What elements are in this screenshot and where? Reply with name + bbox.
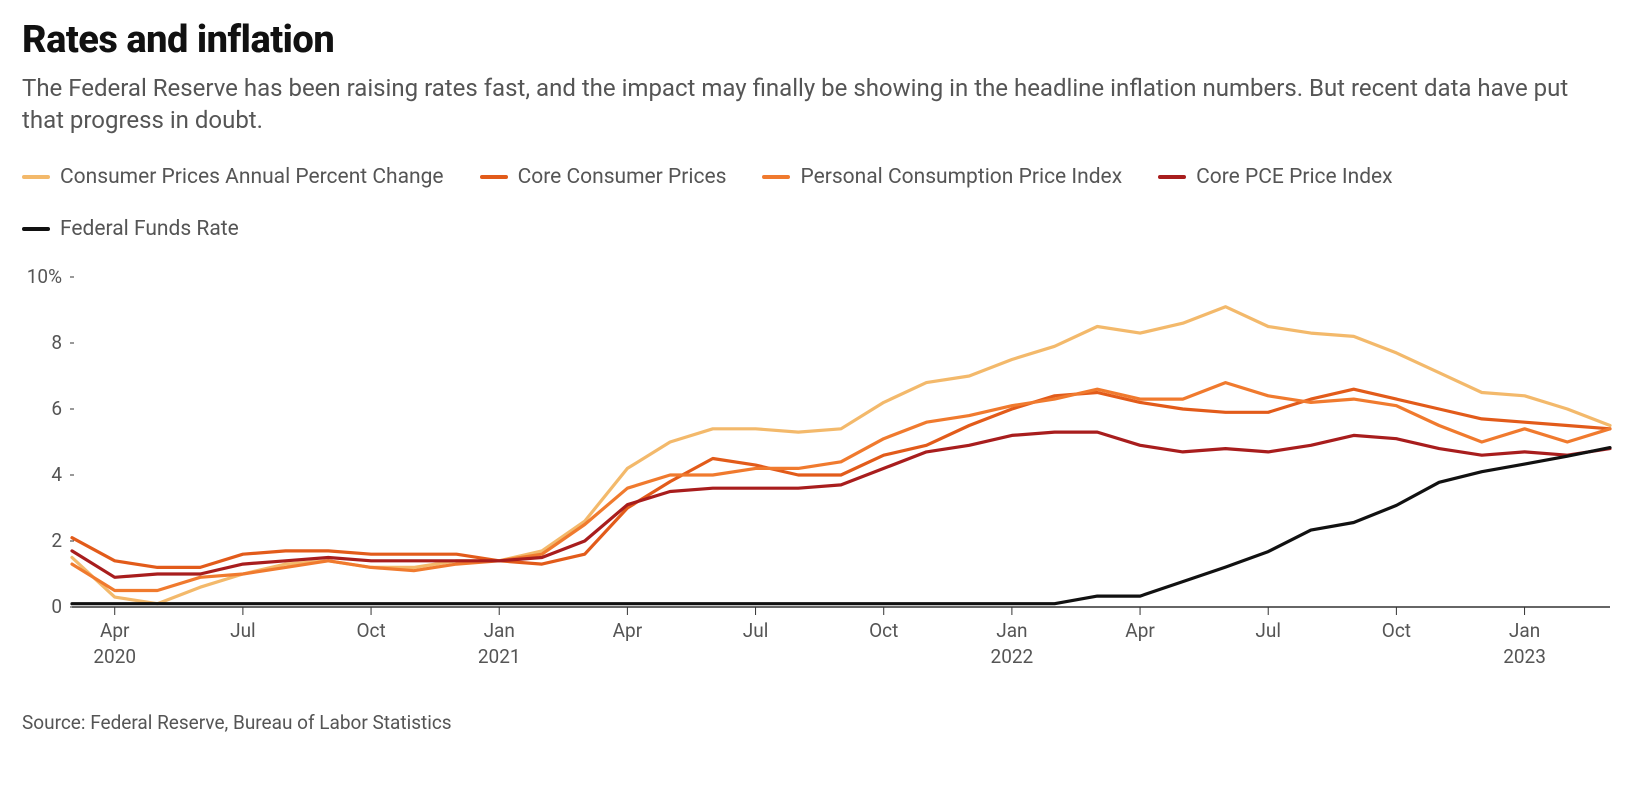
y-tick-label: 4	[51, 463, 62, 486]
x-year-label: 2023	[1503, 645, 1546, 668]
legend-item-core_pce: Core PCE Price Index	[1158, 165, 1393, 189]
x-tick-label: Jul	[230, 619, 256, 642]
legend-item-cpi: Consumer Prices Annual Percent Change	[22, 165, 444, 189]
y-tick-label: 0	[51, 595, 62, 618]
legend-swatch-ffr	[22, 227, 50, 231]
legend-label-ffr: Federal Funds Rate	[60, 217, 239, 241]
legend-swatch-core_pce	[1158, 175, 1186, 179]
x-tick-label: Oct	[1382, 619, 1411, 642]
x-tick-label: Apr	[613, 619, 643, 642]
x-tick-label: Apr	[100, 619, 130, 642]
chart-container: Rates and inflation The Federal Reserve …	[0, 0, 1648, 806]
series-line-ffr	[72, 447, 1610, 603]
x-year-label: 2022	[991, 645, 1034, 668]
x-tick-label: Oct	[356, 619, 385, 642]
series-line-core_cpi	[72, 389, 1610, 567]
legend-swatch-cpi	[22, 175, 50, 179]
legend-swatch-pce	[762, 175, 790, 179]
legend: Consumer Prices Annual Percent Change Cor…	[22, 165, 1626, 241]
line-chart-svg: 0 2 4 6 8 10% Apr Jul Oct Jan Apr Jul Oct Jan Apr Jul Oc…	[22, 267, 1622, 687]
x-tick-label: Jan	[1509, 619, 1540, 642]
x-tick-label: Jan	[484, 619, 515, 642]
legend-item-core_cpi: Core Consumer Prices	[480, 165, 727, 189]
y-tick-label: 8	[51, 331, 62, 354]
y-tick-label: 6	[51, 397, 62, 420]
x-tick-label: Jan	[996, 619, 1027, 642]
x-year-label: 2020	[93, 645, 136, 668]
x-tick-label: Jul	[743, 619, 769, 642]
chart-plot-area: 0 2 4 6 8 10% Apr Jul Oct Jan Apr Jul Oct Jan Apr Jul Oc…	[22, 267, 1626, 697]
chart-subtitle: The Federal Reserve has been raising rat…	[22, 72, 1602, 137]
x-tick-label: Apr	[1125, 619, 1155, 642]
legend-label-cpi: Consumer Prices Annual Percent Change	[60, 165, 444, 189]
chart-source: Source: Federal Reserve, Bureau of Labor…	[22, 711, 1626, 734]
legend-swatch-core_cpi	[480, 175, 508, 179]
legend-label-pce: Personal Consumption Price Index	[800, 165, 1122, 189]
y-tick-label: 10%	[27, 267, 62, 288]
y-tick-label: 2	[51, 529, 62, 552]
legend-label-core_pce: Core PCE Price Index	[1196, 165, 1393, 189]
legend-label-core_cpi: Core Consumer Prices	[518, 165, 727, 189]
legend-item-ffr: Federal Funds Rate	[22, 217, 239, 241]
x-tick-label: Oct	[869, 619, 898, 642]
x-year-label: 2021	[478, 645, 521, 668]
x-tick-label: Jul	[1255, 619, 1281, 642]
chart-title: Rates and inflation	[22, 18, 1626, 62]
legend-item-pce: Personal Consumption Price Index	[762, 165, 1122, 189]
series-line-core_pce	[72, 432, 1610, 577]
